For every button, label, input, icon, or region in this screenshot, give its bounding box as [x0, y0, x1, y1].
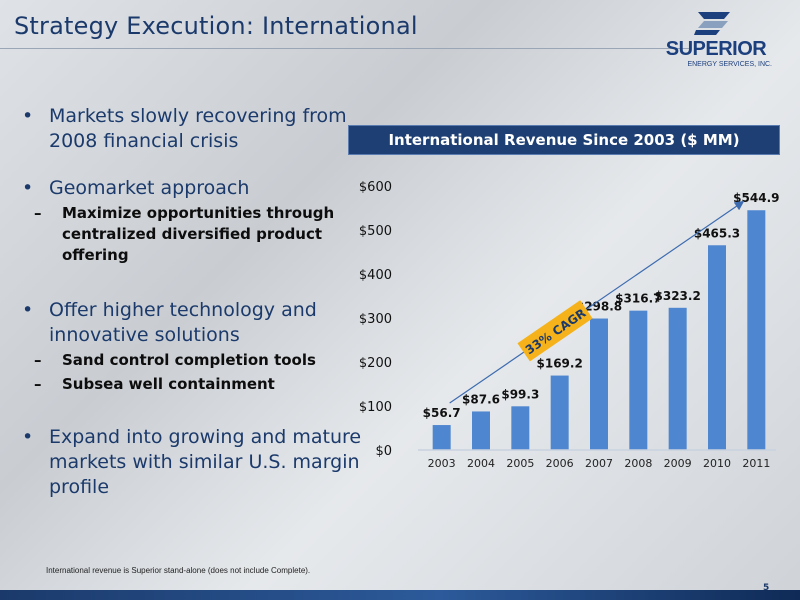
x-tick-label: 2006 [546, 457, 574, 470]
bar [668, 307, 687, 450]
sub-bullet-text: Sand control completion tools [62, 351, 316, 369]
bullet-dot: • [22, 105, 34, 127]
sub-bullet-item: – Subsea well containment [22, 374, 362, 395]
bar-value-label: $316.7 [615, 292, 661, 306]
y-tick-label: $0 [375, 444, 392, 459]
bar-value-label: $298.8 [576, 300, 622, 314]
y-tick-label: $100 [359, 400, 392, 415]
bar [550, 375, 569, 450]
bullet-list: • Markets slowly recovering from 2008 fi… [22, 104, 362, 500]
sub-bullet-item: – Maximize opportunities through central… [22, 203, 362, 266]
bullet-text: Markets slowly recovering from 2008 fina… [49, 105, 347, 152]
y-tick-label: $300 [359, 312, 392, 327]
sub-bullet-dash: – [34, 375, 42, 393]
bottom-bar [0, 590, 800, 600]
y-tick-label: $500 [359, 224, 392, 239]
bar [432, 425, 451, 450]
cagr-badge [517, 300, 593, 362]
y-tick-label: $400 [359, 268, 392, 283]
y-tick-label: $600 [359, 180, 392, 195]
x-tick-label: 2007 [585, 457, 613, 470]
bar [747, 210, 766, 450]
x-tick-label: 2005 [506, 457, 534, 470]
bar-value-label: $99.3 [501, 387, 539, 401]
footnote: International revenue is Superior stand-… [46, 566, 311, 575]
x-tick-label: 2004 [467, 457, 495, 470]
bullet-dot: • [22, 299, 34, 321]
revenue-bar-chart: $0 $100 $200 $300 $400 $500 $600 $56.7$87.6 $99… [359, 180, 780, 470]
superior-logo-icon [694, 12, 730, 35]
bar-value-label: $544.9 [733, 191, 779, 205]
bar-value-label: $56.7 [423, 406, 461, 420]
trend-arrow [449, 200, 745, 404]
bar-value-label: $323.2 [655, 289, 701, 303]
x-tick-label: 2003 [428, 457, 456, 470]
bullet-text: Offer higher technology and innovative s… [49, 299, 317, 346]
x-axis: 2003 2004 2005 2006 2007 2008 2009 2010 2011 [418, 449, 776, 470]
chart-title: International Revenue Since 2003 ($ MM) [348, 125, 780, 155]
bar [472, 411, 490, 450]
bar-value-label: $169.2 [537, 357, 583, 371]
bar [708, 245, 726, 450]
y-axis: $0 $100 $200 $300 $400 $500 $600 [359, 180, 392, 459]
sub-bullet-text: Subsea well containment [62, 375, 275, 393]
cagr-label: 33% CAGR [523, 306, 589, 357]
page-number: 5 [763, 583, 770, 593]
x-tick-label: 2011 [742, 457, 770, 470]
bullet-item: • Geomarket approach [22, 176, 362, 201]
logo-name: SUPERIOR [665, 38, 767, 60]
bullet-item: • Markets slowly recovering from 2008 fi… [22, 104, 362, 154]
bullet-dot: • [22, 426, 34, 448]
bullet-text: Geomarket approach [49, 177, 250, 199]
bar-value-label: $465.3 [694, 226, 740, 240]
y-tick-label: $200 [359, 356, 392, 371]
x-tick-label: 2008 [624, 457, 652, 470]
bullet-dot: • [22, 177, 34, 199]
sub-bullet-text: Maximize opportunities through centraliz… [62, 204, 335, 264]
sub-bullet-item: – Sand control completion tools [22, 350, 362, 371]
bar [629, 310, 648, 450]
bullet-text: Expand into growing and mature markets w… [49, 426, 362, 498]
bullet-item: • Offer higher technology and innovative… [22, 298, 362, 348]
logo-subtitle: ENERGY SERVICES, INC. [687, 61, 772, 68]
company-logo: SUPERIOR ENERGY SERVICES, INC. [660, 10, 772, 72]
bar-value-label: $87.6 [462, 392, 500, 406]
sub-bullet-dash: – [34, 351, 42, 369]
bar-series: $56.7$87.6 $99.3 $169.2 $298.8$316.7$323.2 $… [423, 191, 779, 450]
bar [590, 318, 608, 450]
bullet-item: • Expand into growing and mature markets… [22, 425, 362, 500]
title-divider [0, 48, 690, 49]
x-tick-label: 2009 [664, 457, 692, 470]
bar [511, 406, 530, 450]
slide-title: Strategy Execution: International [14, 12, 418, 40]
x-tick-label: 2010 [703, 457, 731, 470]
sub-bullet-dash: – [34, 204, 42, 222]
